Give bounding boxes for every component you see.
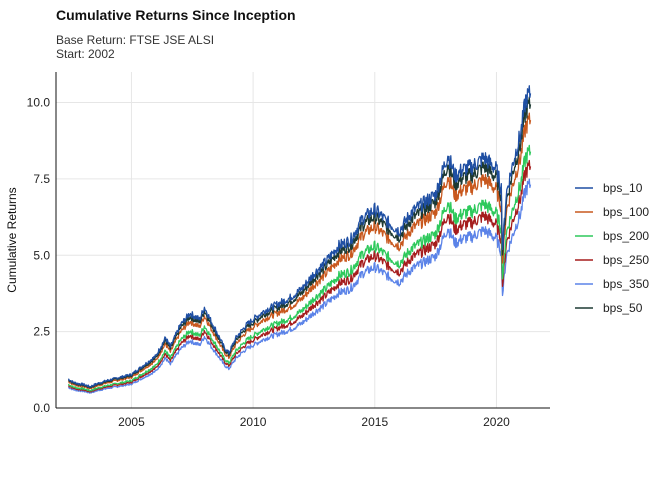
x-tick-label: 2010 — [240, 415, 267, 429]
legend-label: bps_250 — [603, 253, 649, 267]
chart-subtitle-line-1: Base Return: FTSE JSE ALSI — [56, 33, 214, 47]
chart-subtitle-line-2: Start: 2002 — [56, 47, 115, 61]
series-layer — [67, 85, 532, 394]
chart-title: Cumulative Returns Since Inception — [56, 7, 296, 23]
y-axis-ticks: 0.0 2.5 5.0 7.5 10.0 — [27, 96, 51, 415]
grid-lines — [56, 72, 550, 409]
y-tick-label: 10.0 — [27, 96, 51, 110]
series-line-bps_10 — [67, 85, 532, 388]
legend-label: bps_50 — [603, 301, 643, 315]
x-axis-ticks: 2005 2010 2015 2020 — [118, 415, 510, 429]
y-tick-label: 5.0 — [33, 248, 50, 262]
x-tick-label: 2020 — [483, 415, 510, 429]
series-line-bps_350 — [67, 178, 532, 394]
y-tick-label: 7.5 — [33, 172, 50, 186]
legend-label: bps_350 — [603, 277, 649, 291]
y-tick-label: 0.0 — [33, 401, 50, 415]
series-line-bps_100 — [67, 112, 532, 390]
legend-label: bps_100 — [603, 205, 649, 219]
x-tick-label: 2005 — [118, 415, 145, 429]
legend-label: bps_200 — [603, 229, 649, 243]
y-tick-label: 2.5 — [33, 325, 50, 339]
y-axis-title: Cumulative Returns — [5, 187, 19, 292]
x-tick-label: 2015 — [361, 415, 388, 429]
series-line-bps_200 — [67, 144, 532, 392]
series-line-bps_250 — [67, 159, 532, 393]
legend: bps_10 bps_100 bps_200 bps_250 bps_350 bps_50 — [575, 181, 649, 315]
legend-label: bps_10 — [603, 181, 643, 195]
